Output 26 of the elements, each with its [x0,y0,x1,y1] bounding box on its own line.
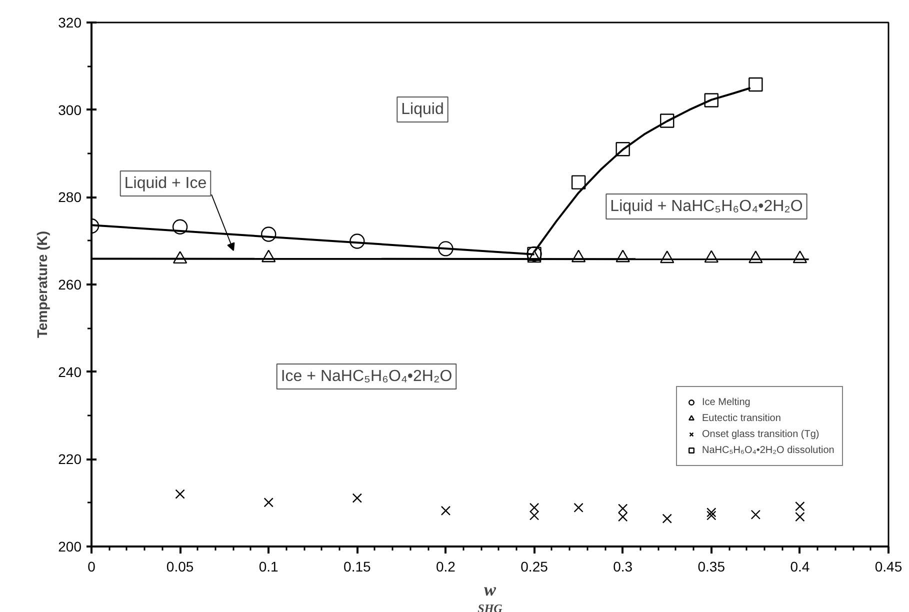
legend-label: Eutectic transition [702,412,781,425]
legend-label: Ice Melting [702,396,750,409]
x-tick-label: 0.3 [613,558,633,574]
x-tick-label: 0 [88,558,96,574]
annotation: Liquid + Ice [124,175,207,192]
x-tick-label: 0.1 [258,558,279,574]
y-tick-label: 240 [58,364,82,380]
annotation: Ice + NaHC₅H₆O₄•2H₂O [280,368,452,385]
y-tick-label: 260 [58,276,82,292]
y-tick-label: 320 [58,14,82,30]
legend-label: Onset glass transition (Tg) [702,428,820,441]
x-tick-label: 0.2 [436,558,456,574]
x-tick-label: 0.35 [698,558,726,574]
y-tick-label: 220 [58,451,82,468]
y-tick-label: 200 [58,538,82,554]
y-tick-label: 280 [58,189,82,206]
annotation: Liquid [401,101,444,118]
annotation: Liquid + NaHC₅H₆O₄•2H₂O [610,198,803,215]
x-tick-label: 0.45 [874,558,902,574]
y-axis-title: Temperature (K) [34,230,50,338]
legend-label: NaHC₅H₆O₄•2H₂O dissolution [702,444,834,457]
x-tick-label: 0.4 [790,558,810,574]
y-tick-label: 300 [58,102,82,118]
x-tick-label: 0.05 [166,558,194,574]
x-tick-label: 0.15 [344,558,372,574]
x-tick-label: 0.25 [520,558,548,574]
